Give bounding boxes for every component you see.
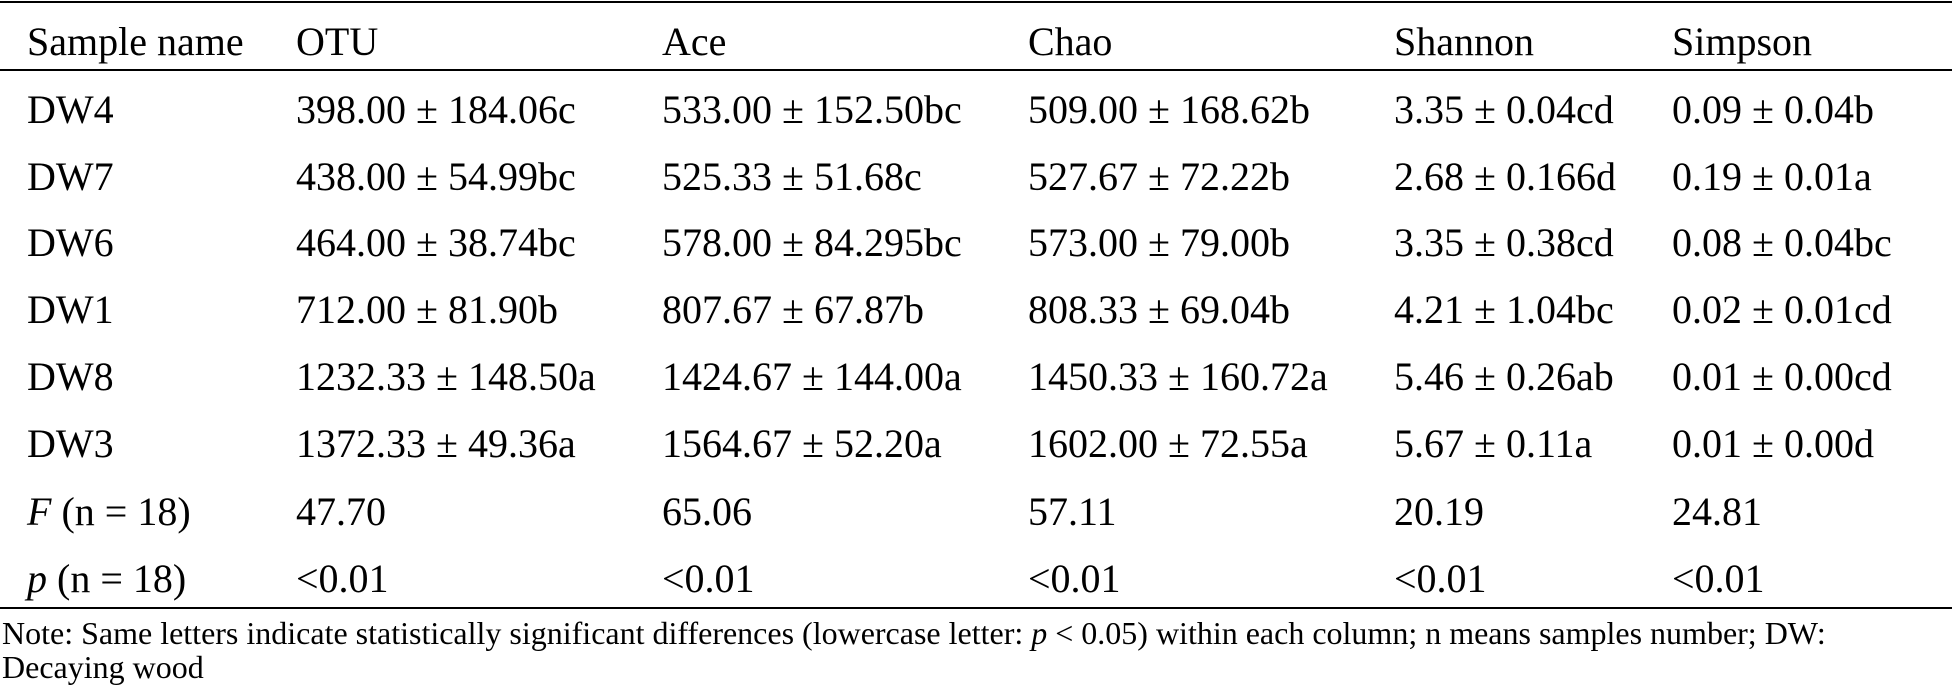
bottom-rule (0, 607, 1952, 609)
data-cell: 578.00 ± 84.295bc (662, 220, 962, 265)
row-label: DW3 (27, 421, 114, 466)
data-cell: 509.00 ± 168.62b (1028, 87, 1310, 132)
data-cell: 5.67 ± 0.11a (1394, 421, 1593, 466)
stat-value: <0.01 (1672, 556, 1765, 601)
data-cell: 398.00 ± 184.06c (296, 87, 576, 132)
data-cell: 712.00 ± 81.90b (296, 287, 558, 332)
stat-label: p (n = 18) (27, 559, 186, 599)
stat-value: 57.11 (1028, 489, 1117, 534)
row-label: DW4 (27, 87, 114, 132)
header-cell: OTU (296, 19, 379, 64)
stat-symbol: p (27, 556, 47, 601)
data-cell: 0.01 ± 0.00cd (1672, 354, 1892, 399)
data-cell: 3.35 ± 0.04cd (1394, 87, 1614, 132)
header-cell: Chao (1028, 19, 1113, 64)
row-label: DW6 (27, 220, 114, 265)
data-cell: 1424.67 ± 144.00a (662, 354, 962, 399)
stat-label: F (n = 18) (27, 492, 191, 532)
data-cell: 2.68 ± 0.166d (1394, 154, 1616, 199)
stat-label-text: (n = 18) (61, 489, 191, 534)
data-cell: 1564.67 ± 52.20a (662, 421, 942, 466)
stat-value: 47.70 (296, 489, 386, 534)
data-cell: 1602.00 ± 72.55a (1028, 421, 1308, 466)
data-cell: 527.67 ± 72.22b (1028, 154, 1290, 199)
stat-value: <0.01 (1028, 556, 1121, 601)
stat-symbol: F (27, 489, 52, 534)
data-cell: 807.67 ± 67.87b (662, 287, 924, 332)
row-label: DW8 (27, 354, 114, 399)
note-text: Note: Same letters indicate statisticall… (2, 615, 1032, 651)
data-cell: 0.19 ± 0.01a (1672, 154, 1872, 199)
note-italic: p (1031, 615, 1048, 651)
data-cell: 0.08 ± 0.04bc (1672, 220, 1892, 265)
data-cell: 1450.33 ± 160.72a (1028, 354, 1328, 399)
data-cell: 808.33 ± 69.04b (1028, 287, 1290, 332)
stat-value: 20.19 (1394, 489, 1484, 534)
data-cell: 573.00 ± 79.00b (1028, 220, 1290, 265)
row-label: DW7 (27, 154, 114, 199)
table-note: Note: Same letters indicate statisticall… (2, 616, 1950, 684)
header-cell: Ace (662, 19, 727, 64)
data-cell: 533.00 ± 152.50bc (662, 87, 962, 132)
header-cell: Shannon (1394, 19, 1534, 64)
note-text: < 0.05) within each column; n means samp… (2, 615, 1826, 685)
data-cell: 4.21 ± 1.04bc (1394, 287, 1614, 332)
data-cell: 0.09 ± 0.04b (1672, 87, 1874, 132)
data-cell: 525.33 ± 51.68c (662, 154, 922, 199)
stat-value: 24.81 (1672, 489, 1762, 534)
stat-value: <0.01 (296, 556, 389, 601)
data-cell: 5.46 ± 0.26ab (1394, 354, 1614, 399)
row-label: DW1 (27, 287, 114, 332)
header-cell: Sample name (27, 19, 244, 64)
top-rule (0, 1, 1952, 3)
header-cell: Simpson (1672, 19, 1813, 64)
data-cell: 464.00 ± 38.74bc (296, 220, 576, 265)
stat-value: <0.01 (662, 556, 755, 601)
stat-value: 65.06 (662, 489, 752, 534)
data-cell: 3.35 ± 0.38cd (1394, 220, 1614, 265)
stat-value: <0.01 (1394, 556, 1487, 601)
data-cell: 0.01 ± 0.00d (1672, 421, 1874, 466)
data-cell: 438.00 ± 54.99bc (296, 154, 576, 199)
stat-label-text: (n = 18) (57, 556, 187, 601)
data-cell: 1232.33 ± 148.50a (296, 354, 596, 399)
data-cell: 0.02 ± 0.01cd (1672, 287, 1892, 332)
data-cell: 1372.33 ± 49.36a (296, 421, 576, 466)
header-rule (0, 69, 1952, 71)
